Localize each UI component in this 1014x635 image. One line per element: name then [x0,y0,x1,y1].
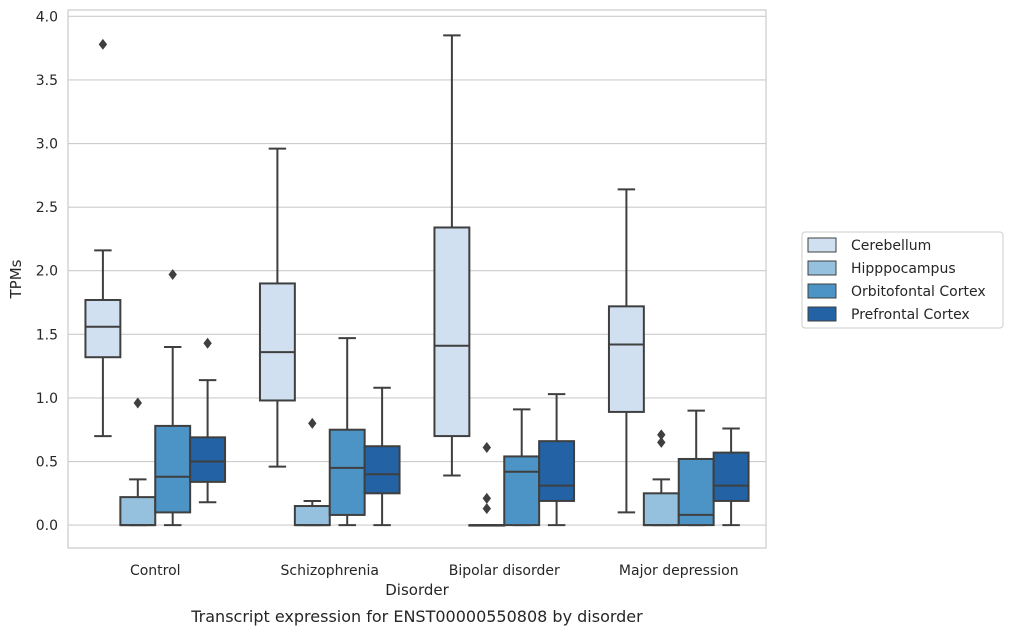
plot-frame [67,9,767,549]
outlier-point [657,436,666,448]
y-tick-label: 4.0 [36,9,58,25]
box-1-2 [328,337,366,527]
box-2-2 [503,408,541,527]
box-0-0 [84,38,122,438]
box-1-3 [363,386,401,527]
box-body [433,226,471,438]
box-body [538,440,576,502]
box-0-2 [154,269,192,527]
box-0-3 [189,337,227,504]
box-body [119,496,157,527]
x-tick-label: Major depression [619,563,739,579]
box-layer [84,34,750,527]
x-axis-label: Disorder [385,581,449,599]
legend-swatch [807,283,837,299]
outlier-point [203,337,212,349]
x-tick-label: Schizophrenia [281,563,379,579]
box-3-3 [712,427,750,527]
box-2-3 [538,393,576,527]
box-2-1 [468,442,506,527]
y-tick-labels: 0.0 0.5 1.0 1.5 2.0 2.5 3.0 3.5 4.0 [36,9,58,534]
legend-swatch [807,260,837,276]
outlier-point [482,442,491,453]
y-tick-label: 1.5 [36,327,58,343]
y-tick-label: 2.0 [36,264,58,280]
outlier-point [657,429,666,441]
x-tick-labels: Control Schizophrenia Bipolar disorder Majo… [130,563,739,579]
box-body [712,451,750,502]
legend-label: Orbitofontal Cortex [851,284,986,300]
x-tick-label: Control [130,563,181,579]
box-3-1 [642,429,680,527]
y-tick-label: 0.5 [36,455,58,471]
y-tick-label: 0.0 [36,518,58,534]
outlier-point [98,38,108,50]
box-1-0 [258,147,296,468]
box-3-0 [607,188,645,514]
box-body [189,436,227,483]
legend-label: Hipppocampus [851,261,956,277]
y-tick-label: 1.0 [36,391,58,407]
box-body [642,492,680,527]
outlier-point [308,417,317,429]
chart-caption: Transcript expression for ENST0000055080… [190,607,643,626]
box-2-0 [433,34,471,477]
outlier-point [482,492,491,504]
box-body [607,305,645,413]
legend-frame [801,231,1004,329]
box-body [258,282,296,402]
y-tick-label: 3.0 [36,137,58,153]
legend-label: Cerebellum [851,238,931,254]
box-body [363,445,401,495]
box-3-2 [677,409,715,527]
legend: Cerebellum Hipppocampus Orbitofontal Corte… [801,231,1004,329]
legend-swatch [807,237,837,253]
legend-swatch [807,306,837,322]
y-tick-label: 3.5 [36,73,58,89]
box-0-1 [119,397,157,527]
box-body [503,455,541,527]
box-body [84,298,122,359]
legend-label: Prefrontal Cortex [851,307,970,323]
outlier-point [133,397,142,409]
box-1-1 [293,417,331,527]
y-axis-label: TPMs [7,259,25,299]
x-tick-label: Bipolar disorder [449,563,560,579]
outlier-point [482,503,491,515]
legend-items: Cerebellum Hipppocampus Orbitofontal Corte… [807,237,986,323]
y-tick-label: 2.5 [36,200,58,216]
box-body [293,505,331,527]
box-body [154,424,192,514]
outlier-point [168,269,177,281]
box-body [328,428,366,516]
